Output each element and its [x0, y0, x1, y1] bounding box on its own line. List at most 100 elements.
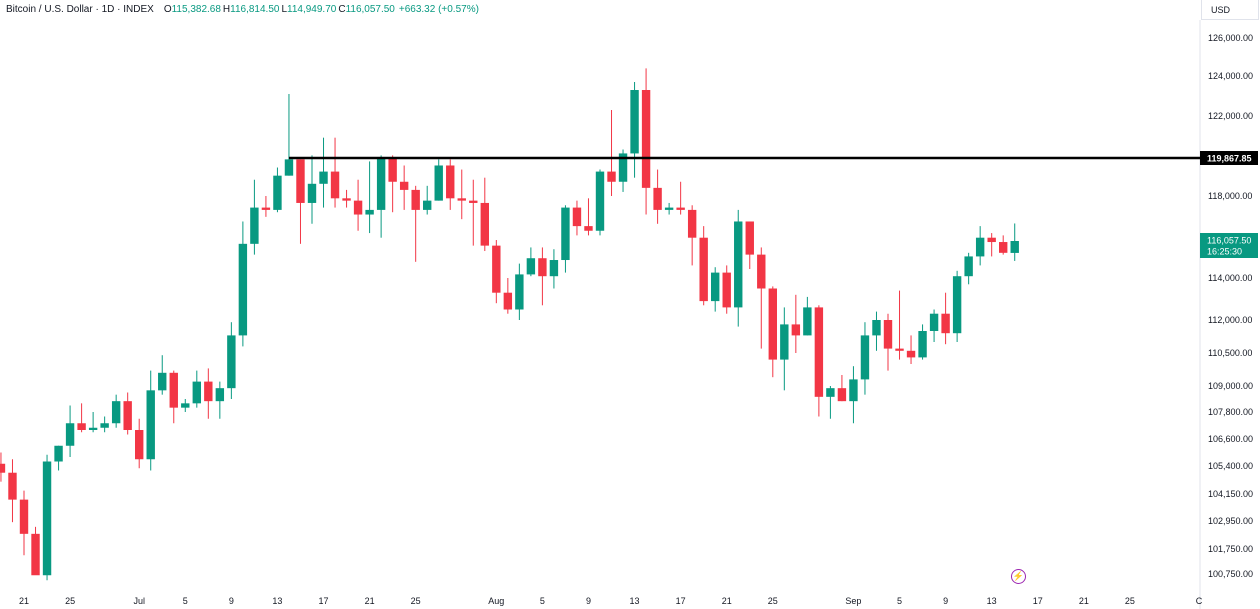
candle-body — [641, 90, 651, 188]
level-price-label: 119,867.85 — [1207, 154, 1252, 164]
time-tick-label: 5 — [897, 596, 902, 606]
lightning-circle-icon[interactable]: ⚡ — [1011, 569, 1026, 584]
price-tick-label: 118,000.00 — [1208, 191, 1252, 201]
candle-body — [572, 207, 582, 227]
candle-body — [872, 320, 881, 336]
time-tick-label: 25 — [768, 596, 778, 606]
candle-body — [515, 274, 524, 310]
candle-body — [503, 292, 513, 310]
chart-legend: Bitcoin / U.S. Dollar · 1D · INDEX O 115,… — [6, 4, 479, 15]
candle-body — [227, 335, 236, 389]
candle-body — [353, 200, 363, 215]
high-key: H — [222, 4, 231, 15]
candle-body — [158, 372, 167, 391]
time-tick-label: 17 — [319, 596, 329, 606]
price-tick-label: 114,000.00 — [1208, 273, 1252, 283]
candle-body — [584, 226, 593, 231]
price-tick-label: 100,750.00 — [1208, 569, 1253, 579]
candle-body — [711, 272, 720, 302]
last-price-label: 116,057.50 — [1207, 236, 1251, 246]
candle-body — [595, 171, 605, 231]
candle-body — [791, 324, 801, 336]
candle-body — [952, 276, 962, 334]
candle-body — [987, 237, 996, 243]
currency-button[interactable]: USD — [1201, 0, 1259, 20]
candle-body — [215, 388, 225, 402]
candle-body — [757, 254, 766, 289]
candle-body — [480, 202, 489, 246]
price-tick-label: 112,000.00 — [1208, 315, 1252, 325]
candle-body — [31, 533, 40, 576]
candle-body — [618, 153, 628, 182]
time-tick-label: 9 — [586, 596, 591, 606]
candle-body — [664, 207, 674, 210]
time-tick-label: C — [1196, 596, 1203, 606]
candle-body — [653, 187, 662, 210]
bar-countdown-label: 16:25:30 — [1207, 247, 1242, 257]
time-tick-label: 21 — [365, 596, 375, 606]
time-tick-label: 13 — [630, 596, 640, 606]
symbol-title[interactable]: Bitcoin / U.S. Dollar · 1D · INDEX — [6, 4, 154, 15]
price-tick-label: 126,000.00 — [1208, 33, 1253, 43]
candle-body — [826, 388, 835, 397]
candle-body — [964, 256, 973, 277]
price-tick-label: 101,750.00 — [1208, 544, 1253, 554]
candle-body — [849, 379, 858, 402]
candle-body — [1010, 241, 1019, 253]
time-tick-label: 21 — [722, 596, 732, 606]
candle-body — [65, 423, 75, 446]
close-key: C — [338, 4, 346, 15]
time-tick-label: 5 — [540, 596, 545, 606]
candle-body — [526, 258, 536, 275]
time-tick-label: Jul — [133, 596, 145, 606]
candle-body — [204, 381, 213, 402]
candle-body — [192, 381, 201, 404]
candle-body — [941, 313, 950, 334]
time-axis[interactable]: 21 25 Jul 5 9 13 17 21 25 Aug 5 9 13 17 21 25 Sep 5 9 13 17 2… — [19, 596, 1203, 606]
candles-layer — [0, 68, 1019, 581]
candle-body — [734, 221, 743, 308]
candle-body — [146, 390, 155, 460]
price-tick-label: 105,400.00 — [1208, 461, 1253, 471]
open-key: O — [163, 4, 172, 15]
low-value: 114,949.70 — [287, 4, 337, 15]
candle-body — [319, 171, 328, 184]
low-key: L — [281, 4, 288, 15]
time-tick-label: 5 — [183, 596, 188, 606]
time-tick-label: Aug — [488, 596, 504, 606]
candle-body — [54, 445, 63, 462]
time-tick-label: 25 — [1125, 596, 1135, 606]
candle-body — [687, 209, 697, 238]
candle-body — [860, 335, 870, 380]
price-tick-label: 107,800.00 — [1208, 407, 1253, 417]
last-price-tag — [1200, 233, 1258, 258]
level-price-tag — [1200, 151, 1258, 165]
candle-body — [999, 242, 1008, 253]
candle-body — [538, 258, 547, 277]
candle-body — [169, 372, 178, 408]
time-tick-label: 9 — [229, 596, 234, 606]
candle-body — [446, 165, 455, 199]
candle-body — [342, 198, 351, 201]
price-tick-label: 106,600.00 — [1208, 434, 1253, 444]
candle-body — [296, 159, 305, 203]
time-tick-label: 13 — [272, 596, 282, 606]
time-tick-label: 21 — [19, 596, 29, 606]
candle-body — [284, 159, 294, 176]
candle-body — [814, 307, 824, 397]
candle-body — [837, 388, 847, 402]
price-tick-label: 104,150.00 — [1208, 489, 1253, 499]
price-axis[interactable]: 126,000.00 124,000.00 122,000.00 118,000.00… — [1208, 33, 1253, 579]
candle-body — [376, 157, 386, 210]
candle-body — [111, 401, 121, 424]
candle-body — [434, 165, 443, 201]
high-value: 116,814.50 — [230, 4, 280, 15]
candle-body — [135, 430, 144, 460]
candle-body — [457, 198, 466, 201]
candle-body — [803, 307, 812, 336]
candle-body — [722, 272, 731, 308]
price-tick-label: 124,000.00 — [1208, 71, 1253, 81]
candle-body — [699, 237, 708, 302]
